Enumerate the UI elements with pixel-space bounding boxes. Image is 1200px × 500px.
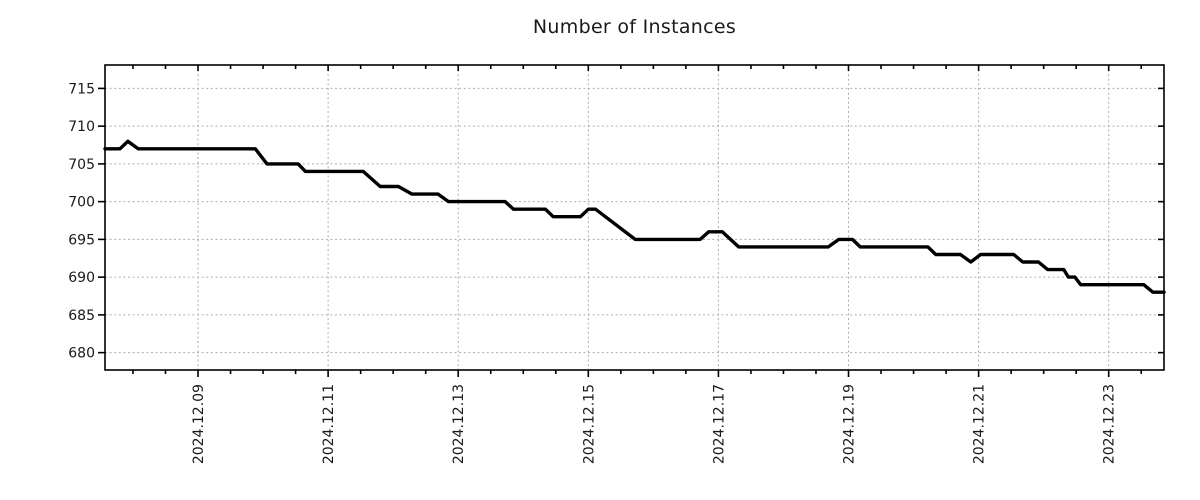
x-tick-label: 2024.12.09 <box>191 384 207 464</box>
plot-border <box>104 64 1165 371</box>
axis-labels: 680 685 690 695 700 705 710 715 2024.12.09 2024.1… <box>68 81 1117 464</box>
x-tick-label: 2024.12.11 <box>321 384 337 464</box>
y-tick-label: 695 <box>68 232 95 248</box>
x-tick-label: 2024.12.13 <box>451 384 467 464</box>
data-series <box>103 139 1166 294</box>
x-tick-label: 2024.12.19 <box>842 384 858 464</box>
y-tick-label: 685 <box>68 308 95 324</box>
y-tick-label: 705 <box>68 157 95 173</box>
data-line-instances <box>103 139 1166 294</box>
y-tick-label: 700 <box>68 195 95 211</box>
grid-lines <box>105 65 1164 370</box>
x-tick-label: 2024.12.17 <box>711 384 727 464</box>
chart-title: Number of Instances <box>532 16 737 38</box>
x-tick-label: 2024.12.15 <box>581 384 597 464</box>
y-tick-label: 710 <box>68 119 95 135</box>
x-tick-label: 2024.12.23 <box>1102 384 1118 464</box>
axis-ticks <box>98 65 1164 377</box>
x-tick-label: 2024.12.21 <box>972 384 988 464</box>
y-tick-label: 715 <box>68 81 95 97</box>
y-tick-label: 690 <box>68 270 95 286</box>
y-tick-label: 680 <box>68 346 95 362</box>
